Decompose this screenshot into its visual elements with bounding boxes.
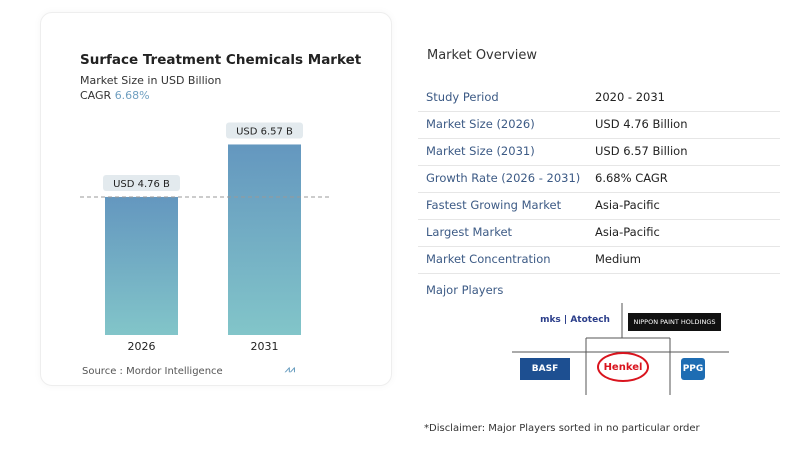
major-players-label: Major Players xyxy=(426,283,504,297)
overview-title: Market Overview xyxy=(427,48,538,63)
henkel-logo: Henkel xyxy=(597,352,649,382)
overview-key: Market Concentration xyxy=(426,252,551,266)
ppg-logo: PPG xyxy=(681,358,705,380)
overview-row: Market Size (2026) USD 4.76 Billion xyxy=(418,111,780,139)
overview-value: 6.68% CAGR xyxy=(595,171,668,185)
overview-key: Market Size (2031) xyxy=(426,144,535,158)
bar-2026 xyxy=(105,196,178,335)
overview-key: Market Size (2026) xyxy=(426,117,535,131)
chart-card xyxy=(40,12,392,386)
overview-key: Largest Market xyxy=(426,225,513,239)
source: Source : Mordor Intelligence xyxy=(82,366,223,377)
overview-key: Fastest Growing Market xyxy=(426,198,562,212)
x-tick-label: 2031 xyxy=(251,340,279,353)
overview-row: Fastest Growing Market Asia-Pacific xyxy=(418,192,780,220)
disclaimer: *Disclaimer: Major Players sorted in no … xyxy=(424,423,700,434)
cagr-value: 6.68% xyxy=(114,89,150,102)
overview-value: Asia-Pacific xyxy=(595,198,660,212)
overview-value: Medium xyxy=(595,252,641,266)
mks-atotech-logo: mks | Atotech xyxy=(540,315,610,325)
overview-row: Largest Market Asia-Pacific xyxy=(418,219,780,247)
overview-value: USD 4.76 Billion xyxy=(595,117,688,131)
bar-2031 xyxy=(228,144,301,335)
mordor-logo: ⩘⩘ xyxy=(284,365,296,375)
overview-row: Growth Rate (2026 - 2031) 6.68% CAGR xyxy=(418,165,780,193)
cagr-label: CAGR xyxy=(80,89,112,102)
overview-row: Market Size (2031) USD 6.57 Billion xyxy=(418,138,780,166)
overview-key: Study Period xyxy=(426,90,499,104)
cagr: CAGR 6.68% xyxy=(80,89,150,102)
overview-value: Asia-Pacific xyxy=(595,225,660,239)
overview-row: Market Concentration Medium xyxy=(418,246,780,274)
data-label-bg xyxy=(226,122,303,139)
x-tick-label: 2026 xyxy=(128,340,156,353)
overview-value: USD 6.57 Billion xyxy=(595,144,688,158)
data-label: USD 4.76 B xyxy=(113,179,170,190)
nippon-paint-logo: NIPPON PAINT HOLDINGS xyxy=(628,313,721,331)
chart-title: Surface Treatment Chemicals Market xyxy=(80,52,362,68)
chart-subtitle: Market Size in USD Billion xyxy=(80,74,222,87)
overview-row: Study Period 2020 - 2031 xyxy=(418,84,780,112)
overview-key: Growth Rate (2026 - 2031) xyxy=(426,171,581,185)
overview-value: 2020 - 2031 xyxy=(595,90,665,104)
basf-logo: BASF xyxy=(520,358,570,380)
bar-chart: USD 4.76 B 2026 USD 6.57 B 2031 xyxy=(80,122,330,353)
data-label-bg xyxy=(103,174,180,191)
data-label: USD 6.57 B xyxy=(236,126,293,137)
